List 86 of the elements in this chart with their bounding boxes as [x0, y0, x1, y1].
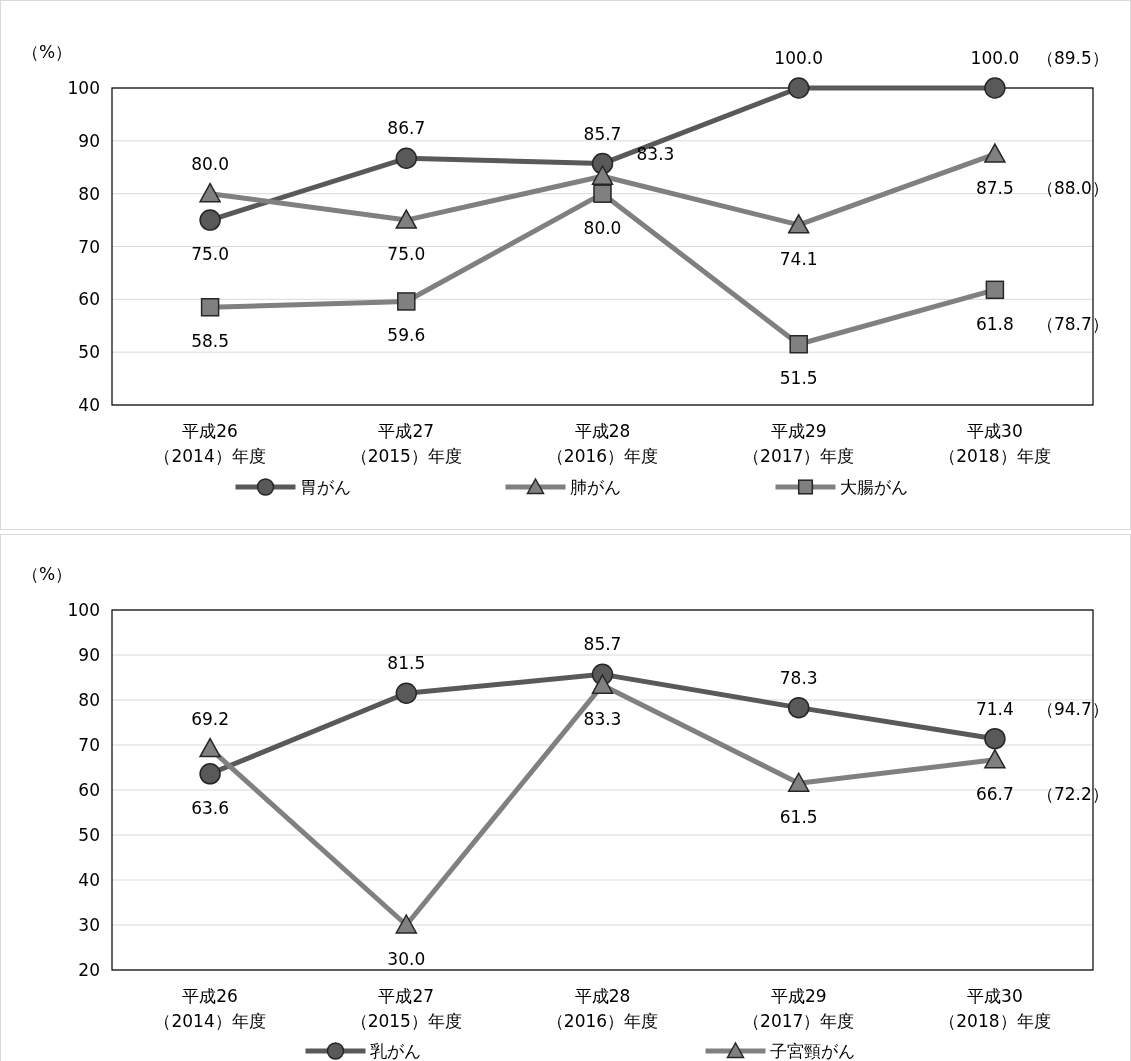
data-label: 66.7: [975, 783, 1014, 804]
y-tick-label: 90: [78, 645, 100, 665]
y-tick-label: 70: [78, 735, 100, 755]
annotation: （89.5）: [1036, 48, 1109, 68]
data-label: 75.0: [191, 244, 230, 265]
point: [395, 682, 418, 704]
y-tick-label: 40: [78, 395, 100, 415]
point: [787, 214, 810, 234]
point: [787, 696, 810, 719]
y-tick-label: 20: [78, 960, 100, 980]
legend-label: 乳がん: [369, 1041, 421, 1061]
data-label: 100.0: [774, 48, 824, 68]
x-tick-label: 平成26 （2014）年度: [154, 421, 266, 466]
annotation: （78.7）: [1036, 313, 1109, 334]
y-tick-label: 60: [78, 780, 100, 800]
data-label: 85.7: [583, 634, 622, 655]
x-tick-label: 平成29 （2017）年度: [743, 421, 855, 466]
legend-label: 子宮頸がん: [769, 1041, 855, 1061]
x-tick-label: 平成27 （2015）年度: [350, 986, 462, 1031]
x-tick-label: 平成28 （2016）年度: [546, 421, 659, 466]
data-label: 59.6: [387, 325, 426, 346]
point: [395, 209, 418, 229]
x-tick-label: 平成26 （2014）年度: [154, 986, 266, 1031]
point: [787, 772, 810, 792]
point: [199, 763, 221, 785]
data-label: 86.7: [387, 118, 426, 139]
data-label: 69.2: [191, 708, 230, 729]
data-label: 87.5: [975, 178, 1014, 199]
data-label: 30.0: [387, 949, 426, 969]
point: [395, 914, 418, 934]
data-label: 61.5: [779, 807, 818, 828]
y-tick-label: 100: [67, 78, 100, 98]
y-tick-label: 60: [78, 289, 100, 310]
data-label: 83.3: [636, 144, 675, 165]
data-label: 58.5: [191, 331, 230, 352]
y-tick-label: 30: [78, 915, 100, 935]
y-tick-label: 40: [78, 870, 100, 890]
y-tick-label: 80: [78, 183, 100, 204]
data-label: 80.0: [191, 153, 230, 174]
data-label: 75.0: [387, 244, 426, 265]
y-tick-label: 50: [78, 342, 100, 363]
point: [985, 280, 1005, 300]
y-tick-label: 90: [78, 130, 100, 151]
x-tick-label: 平成30 （2018）年度: [939, 986, 1051, 1031]
legend-label: 大腸がん: [839, 477, 908, 497]
point: [984, 749, 1006, 769]
data-label: 74.1: [779, 248, 818, 269]
y-axis-title: （%）: [22, 42, 73, 62]
point: [787, 77, 810, 99]
x-tick-label: 平成28 （2016）年度: [546, 986, 659, 1031]
point: [984, 143, 1006, 163]
annotation: （88.0）: [1036, 178, 1109, 199]
point: [395, 147, 418, 170]
x-tick-label: 平成27 （2015）年度: [350, 421, 462, 466]
data-label: 80.0: [583, 217, 622, 238]
y-tick-label: 100: [67, 600, 100, 620]
x-tick-label: 平成29 （2017）年度: [743, 986, 855, 1031]
y-tick-label: 70: [78, 236, 100, 257]
data-label: 63.6: [191, 797, 230, 818]
point: [397, 292, 416, 311]
point: [593, 184, 612, 203]
data-label: 100.0: [970, 48, 1020, 68]
y-tick-label: 80: [78, 690, 100, 710]
data-label: 83.3: [583, 709, 622, 730]
point: [984, 77, 1006, 99]
y-axis-title: （%）: [22, 564, 73, 584]
point: [591, 165, 614, 185]
data-label: 81.5: [387, 653, 426, 674]
point: [789, 334, 808, 354]
annotation: （94.7）: [1036, 698, 1109, 719]
point: [199, 182, 221, 203]
data-label: 71.4: [975, 698, 1014, 719]
point: [591, 674, 614, 694]
x-tick-label: 平成30 （2018）年度: [939, 421, 1051, 466]
point: [200, 298, 220, 317]
annotation: （72.2）: [1036, 783, 1109, 804]
legend-label: 胃がん: [299, 477, 351, 497]
y-tick-label: 50: [78, 825, 100, 845]
data-label: 78.3: [779, 667, 818, 688]
point: [984, 727, 1006, 750]
point: [199, 209, 221, 231]
data-label: 85.7: [583, 123, 622, 144]
data-label: 61.8: [975, 313, 1014, 334]
legend-label: 肺がん: [569, 477, 621, 497]
point: [199, 737, 221, 758]
data-label: 51.5: [779, 368, 818, 389]
